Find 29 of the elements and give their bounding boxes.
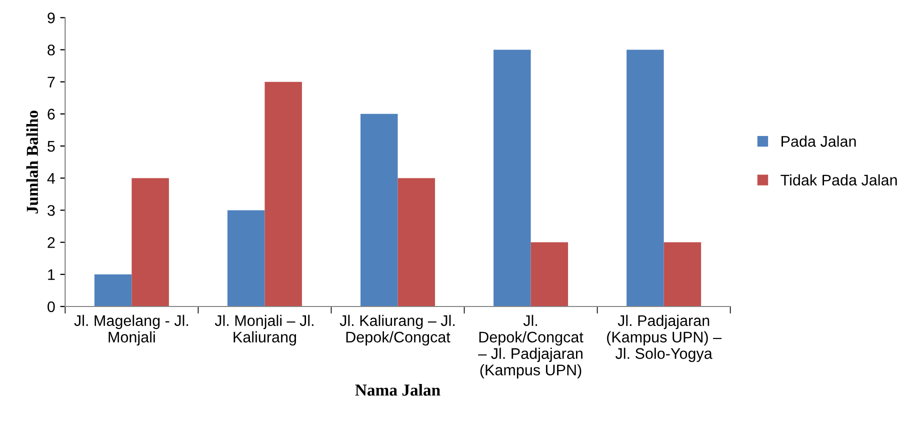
y-axis-title: Jumlah Baliho <box>26 110 38 214</box>
y-tick-label: 2 <box>48 237 55 248</box>
y-tick-label: 3 <box>48 205 55 216</box>
x-tick-label: Jl. Depok/Congcat – Jl. Padjajaran (Kampus UPN) <box>478 314 584 378</box>
x-axis-title: Nama Jalan <box>355 384 440 396</box>
legend-label: Tidak Pada Jalan <box>780 174 897 186</box>
bar <box>360 114 398 306</box>
x-tick-label: Jl. Kaliurang – Jl. Depok/Congcat <box>340 314 455 346</box>
bar <box>94 274 132 306</box>
bar <box>664 242 702 306</box>
y-tick-label: 5 <box>48 141 55 152</box>
bar <box>626 50 664 306</box>
bar <box>264 82 302 306</box>
y-tick-label: 4 <box>47 173 55 184</box>
y-tick-label: 6 <box>48 108 55 120</box>
x-tick-label: Jl. Magelang - Jl. Monjali <box>74 314 188 346</box>
y-tick-label: 7 <box>48 76 55 88</box>
bar <box>398 178 435 306</box>
x-tick-label: Jl. Monjali – Jl. Kaliurang <box>214 314 314 346</box>
legend-label: Pada Jalan <box>782 136 856 147</box>
bar <box>530 242 568 306</box>
y-tick-label: 9 <box>48 12 55 24</box>
bar <box>494 50 531 306</box>
y-tick-label: 1 <box>48 269 55 280</box>
y-tick-label: 0 <box>48 301 55 312</box>
bar <box>132 178 169 306</box>
bar <box>227 210 265 306</box>
x-tick-label: Jl. Padjajaran (Kampus UPN) – Jl. Solo-Yogya <box>607 314 722 362</box>
y-tick-label: 8 <box>48 44 55 56</box>
